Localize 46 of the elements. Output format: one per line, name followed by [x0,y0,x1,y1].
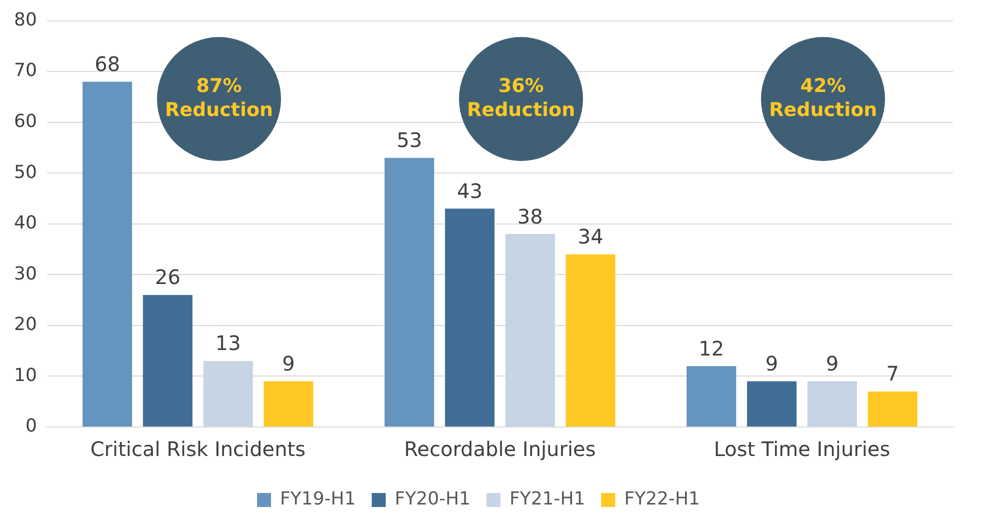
bar [203,360,253,426]
data-label: 53 [396,128,422,152]
bar [807,381,857,426]
legend-label: FY19-H1 [280,488,356,510]
bar [868,391,918,426]
y-tick-label: 20 [14,314,37,336]
data-label: 9 [282,352,295,376]
y-tick-label: 70 [14,60,37,82]
bar [384,158,434,426]
annotation: 87% Reduction [165,75,274,123]
bar [444,208,495,426]
data-label: 9 [826,352,839,376]
y-tick-label: 60 [14,111,37,132]
data-label: 68 [94,52,120,76]
y-tick-label: 80 [14,9,37,30]
legend-label: FY20-H1 [394,488,471,510]
data-label: 34 [578,224,604,249]
annotation: 42% Reduction [769,75,878,123]
y-tick-label: 40 [14,212,37,234]
data-label: 7 [886,362,899,386]
y-tick-label: 10 [14,364,37,386]
bar [82,82,132,426]
annotation: 36% Reduction [467,75,576,123]
x-tick-label: Recordable Injuries [404,437,596,462]
x-tick-label: Critical Risk Incidents [90,437,306,462]
bar [505,234,555,426]
bar [264,381,314,426]
data-label: 38 [517,204,543,228]
data-label: 13 [215,331,241,356]
circle-badge: 87% Reduction [157,36,282,161]
data-label: 12 [698,336,724,360]
bar [142,294,192,426]
bar [566,254,616,426]
bar [747,381,797,426]
y-tick-label: 0 [25,416,37,437]
circle-badge: 42% Reduction [761,36,886,161]
circle-badge: 36% Reduction [459,36,584,161]
y-tick-label: 50 [14,162,37,183]
bar [686,366,736,426]
data-label: 26 [154,265,180,290]
x-tick-label: Lost Time Injuries [714,437,890,462]
y-tick-label: 30 [14,263,37,284]
legend-label: FY22-H1 [624,488,700,510]
data-label: 43 [457,178,482,203]
legend-label: FY21-H1 [510,488,586,510]
data-label: 9 [765,352,778,376]
